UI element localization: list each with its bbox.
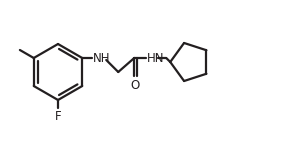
Text: F: F [55, 110, 61, 123]
Text: NH: NH [93, 51, 111, 64]
Text: HN: HN [147, 51, 165, 64]
Text: O: O [131, 79, 140, 92]
